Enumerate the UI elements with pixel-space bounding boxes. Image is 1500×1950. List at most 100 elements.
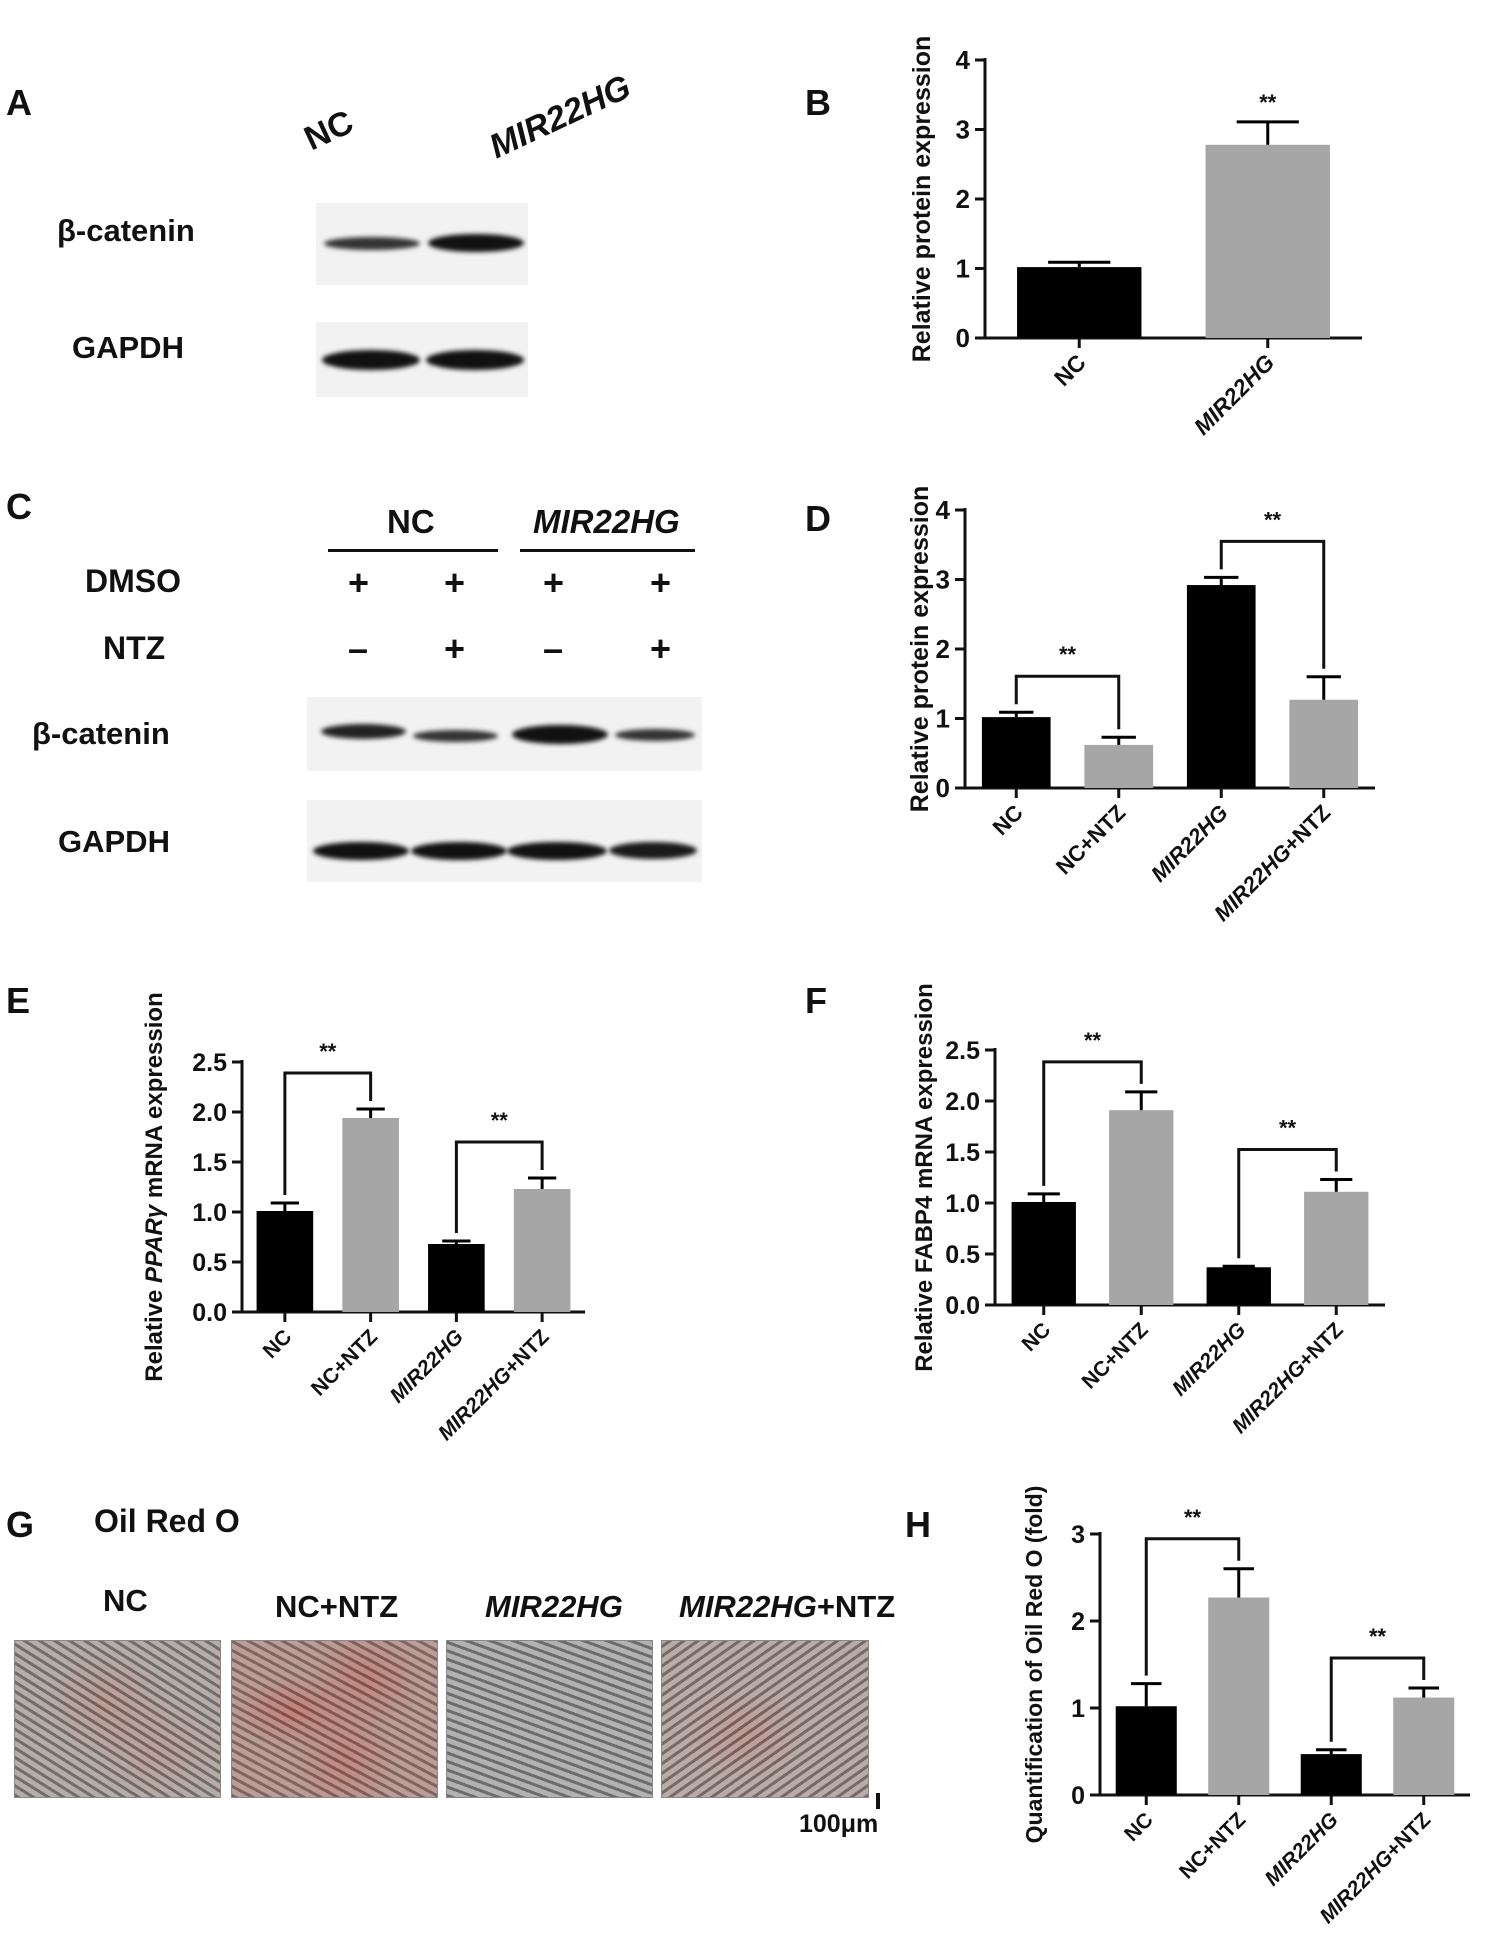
x-tick-label-italic: MIR22HG (1189, 349, 1280, 440)
bar (1300, 1754, 1362, 1795)
significance-label: ** (1264, 507, 1282, 532)
blot-a-beta-catenin-band-mir22hg (428, 234, 524, 252)
oil-red-photo-nc-ntz (231, 1640, 438, 1798)
x-tick-label-rest: +NTZ (1381, 1808, 1435, 1862)
x-tick-label: NC+NTZ (1175, 1808, 1250, 1883)
y-axis-label-part: Relative (141, 1283, 168, 1382)
bar (1109, 1110, 1174, 1305)
blot-c-group-line-nc (328, 549, 498, 552)
x-tick-label-italic: MIR22HG (1209, 839, 1296, 926)
y-tick-label: 1 (1071, 1695, 1085, 1723)
blot-a-lane-label-nc: NC (298, 102, 360, 159)
y-tick-label: 1.0 (192, 1199, 227, 1227)
x-tick-label-italic: MIR22HG (386, 1325, 468, 1407)
blot-c-gapdh-band (411, 842, 507, 860)
y-tick-label: 0.0 (192, 1299, 227, 1327)
significance-bracket (1144, 1537, 1241, 1676)
x-tick-label-italic: MIR22HG (1228, 1356, 1310, 1438)
significance-label: ** (491, 1108, 509, 1133)
y-tick-label: 4 (936, 495, 951, 525)
x-tick-label: NC (1018, 1318, 1056, 1356)
y-tick-label: 4 (956, 45, 971, 75)
y-tick-label: 0 (956, 323, 970, 353)
blot-c-ntz-sign: + (444, 628, 466, 669)
x-tick-label: NC (1049, 349, 1091, 391)
oil-red-label-nc: NC (103, 1583, 148, 1619)
panel-letter-h: H (905, 1504, 931, 1545)
x-tick-label: NC (988, 800, 1028, 840)
y-axis-label: Relative protein expression (906, 486, 934, 813)
y-axis-label: Relative protein expression (908, 36, 936, 363)
panel-letter-e: E (6, 980, 31, 1021)
y-axis-label-part: PPARγ (141, 1203, 168, 1283)
y-tick-label: 1 (936, 704, 950, 734)
y-tick-label: 2.5 (945, 1037, 980, 1065)
bar (1393, 1697, 1455, 1795)
x-tick-label: MIR22HG (1168, 1318, 1250, 1400)
x-tick-label: NC (1120, 1808, 1158, 1846)
bar (342, 1118, 399, 1312)
significance-bracket (1042, 1060, 1143, 1186)
x-tick-label: MIR22HG (1146, 800, 1233, 887)
significance-bracket (1237, 1148, 1338, 1259)
significance-bracket (283, 1071, 373, 1195)
bar (428, 1244, 485, 1312)
bar (1017, 267, 1142, 338)
x-tick-label-italic: MIR22HG (1146, 800, 1233, 887)
y-tick-label: 2 (1071, 1608, 1085, 1636)
panel-letter-g: G (6, 1504, 35, 1545)
x-tick-label-rest: +NTZ (1294, 1318, 1348, 1372)
y-tick-label: 3 (1071, 1521, 1085, 1549)
blot-c-ntz-sign: – (543, 628, 564, 669)
panel-letter-f: F (805, 980, 827, 1021)
blot-c-beta-catenin-band (321, 724, 406, 739)
y-tick-label: 2.5 (192, 1049, 227, 1077)
y-tick-label: 2.0 (192, 1099, 227, 1127)
oil-red-label-normal: +NTZ (816, 1589, 896, 1624)
significance-label: ** (1259, 90, 1277, 115)
x-tick-label-italic: MIR22HG (434, 1363, 516, 1445)
blot-c-group-line-mir22hg (520, 549, 695, 552)
blot-c-group-label-mir22hg: MIR22HG (533, 503, 680, 540)
y-tick-label: 0 (1071, 1782, 1085, 1810)
oil-red-title: Oil Red O (94, 1503, 240, 1539)
bar (1011, 1201, 1076, 1305)
y-tick-label: 0 (936, 773, 950, 803)
y-tick-label: 0.0 (945, 1292, 980, 1320)
panel-letter-a: A (6, 82, 32, 123)
y-tick-label: 2 (956, 184, 970, 214)
y-tick-label: 0.5 (945, 1241, 980, 1269)
bar (981, 717, 1051, 788)
y-tick-label: 3 (956, 115, 970, 145)
x-tick-label-italic: MIR22HG (1261, 1808, 1343, 1890)
panel-letter-b: B (805, 82, 831, 123)
bar (1205, 144, 1330, 338)
bar (1304, 1191, 1369, 1305)
significance-label: ** (1059, 642, 1077, 667)
y-tick-label: 2 (936, 634, 950, 664)
y-tick-label: 1.5 (192, 1149, 227, 1177)
blot-a-gapdh-strip (316, 322, 528, 397)
blot-c-row-label-gapdh: GAPDH (58, 824, 170, 859)
blot-c-gapdh-band (507, 842, 607, 860)
bar (513, 1189, 571, 1312)
oil-red-label-mir22hg: MIR22HG (485, 1589, 623, 1625)
blot-c-beta-catenin-band (413, 730, 498, 742)
x-tick-label: NC+NTZ (307, 1325, 382, 1400)
bar (1084, 744, 1154, 788)
blot-c-beta-catenin-band (615, 729, 695, 741)
blot-c-dmso-sign: + (543, 562, 565, 603)
blot-a-beta-catenin-band-nc (324, 237, 420, 250)
blot-a-lane-label-mir22hg: MIR22HG (483, 67, 637, 167)
oil-red-label-italic: MIR22HG (679, 1589, 817, 1624)
blot-c-treatment-label-ntz: NTZ (103, 630, 166, 666)
chart-f: 0.00.51.01.52.02.5NC NC+NTZ MIR22HGMIR22HG… (911, 983, 1385, 1438)
blot-a-gapdh-band-nc (322, 350, 420, 370)
panel-letter-d: D (805, 498, 831, 539)
blot-c-ntz-sign: – (348, 628, 369, 669)
blot-c-dmso-sign: + (444, 562, 466, 603)
blot-a-beta-catenin-strip (316, 203, 528, 285)
significance-label: ** (1084, 1028, 1102, 1053)
blot-a-gapdh-band-mir22hg (426, 350, 524, 370)
